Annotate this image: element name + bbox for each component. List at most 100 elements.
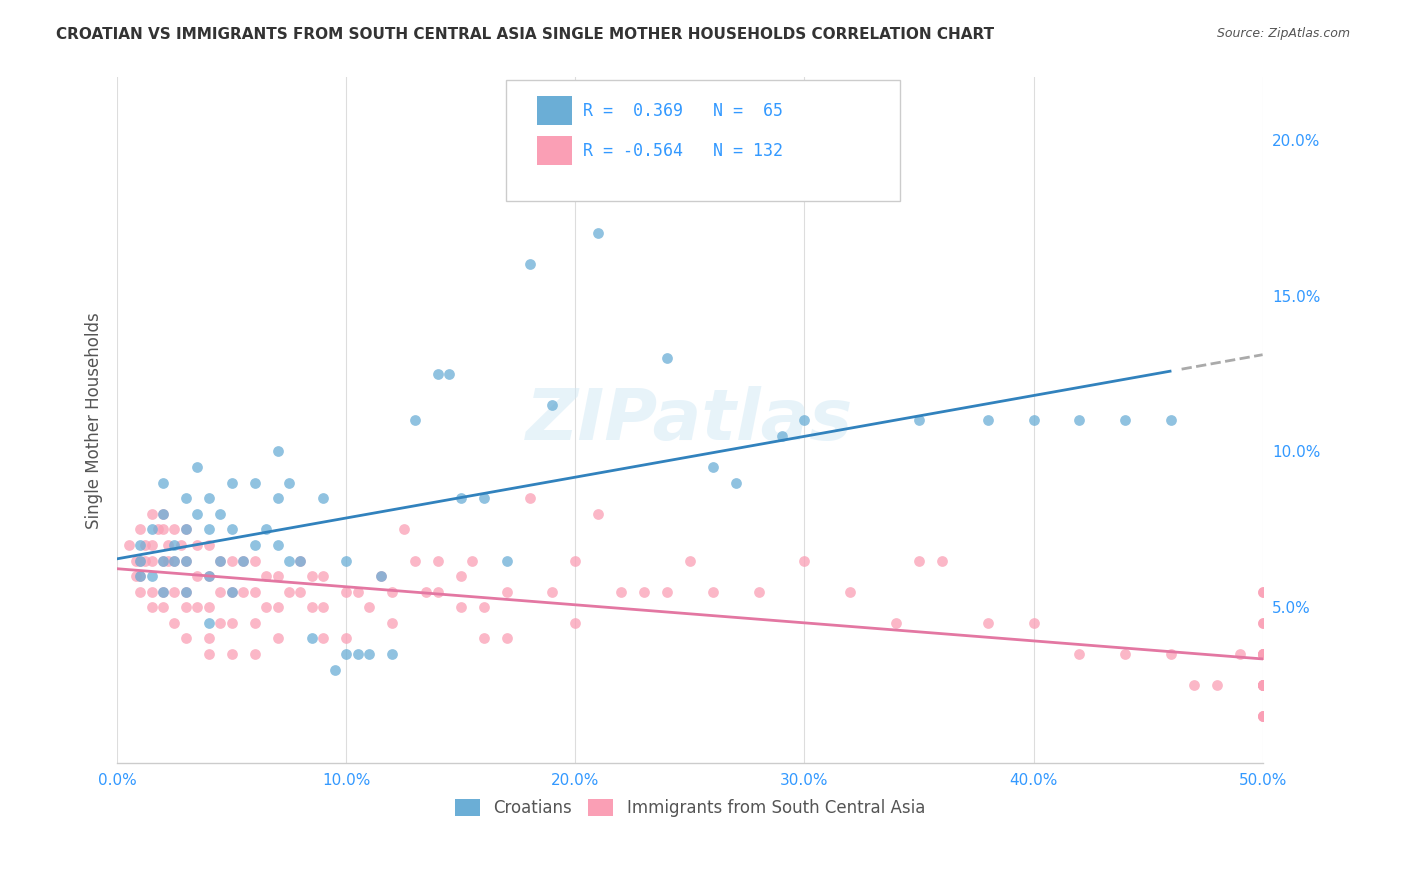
Point xyxy=(174,491,197,506)
Point xyxy=(232,553,254,567)
Point xyxy=(301,600,323,615)
Point xyxy=(793,413,815,427)
Point xyxy=(1251,709,1274,723)
Point xyxy=(174,522,197,536)
Point xyxy=(450,491,472,506)
Point xyxy=(129,569,152,583)
Point xyxy=(541,398,564,412)
Point xyxy=(174,522,197,536)
Point xyxy=(588,507,610,521)
Point xyxy=(1251,678,1274,692)
Point xyxy=(1251,647,1274,661)
Point xyxy=(198,569,221,583)
Point xyxy=(976,413,998,427)
Point xyxy=(370,569,392,583)
Point xyxy=(266,600,288,615)
Point xyxy=(174,553,197,567)
Point xyxy=(209,553,232,567)
Point xyxy=(198,491,221,506)
Point xyxy=(152,584,174,599)
Point xyxy=(198,522,221,536)
Point xyxy=(141,507,163,521)
Point xyxy=(770,429,793,443)
Point xyxy=(1114,413,1136,427)
Point xyxy=(232,553,254,567)
Point xyxy=(381,647,404,661)
Point xyxy=(278,553,301,567)
Point xyxy=(450,600,472,615)
Point xyxy=(232,584,254,599)
Point xyxy=(186,600,208,615)
Point xyxy=(1022,413,1045,427)
Point xyxy=(335,553,357,567)
Point xyxy=(254,569,277,583)
Point xyxy=(243,538,266,552)
Text: CROATIAN VS IMMIGRANTS FROM SOUTH CENTRAL ASIA SINGLE MOTHER HOUSEHOLDS CORRELAT: CROATIAN VS IMMIGRANTS FROM SOUTH CENTRA… xyxy=(56,27,994,42)
Point xyxy=(655,584,678,599)
Point xyxy=(1251,678,1274,692)
Point xyxy=(793,553,815,567)
Point xyxy=(633,584,655,599)
Point xyxy=(404,413,426,427)
Point xyxy=(186,569,208,583)
Point xyxy=(1251,709,1274,723)
Point xyxy=(152,553,174,567)
Point xyxy=(129,584,152,599)
Point xyxy=(839,584,862,599)
Point xyxy=(129,569,152,583)
Point xyxy=(1251,647,1274,661)
Point xyxy=(186,507,208,521)
Point xyxy=(564,615,586,630)
Point xyxy=(1251,647,1274,661)
Point xyxy=(346,647,368,661)
Point xyxy=(564,553,586,567)
Point xyxy=(278,475,301,490)
Point xyxy=(209,507,232,521)
Point xyxy=(335,584,357,599)
Point xyxy=(1114,647,1136,661)
Point xyxy=(1251,678,1274,692)
Point xyxy=(124,569,146,583)
Point xyxy=(404,553,426,567)
Point xyxy=(301,569,323,583)
Point xyxy=(148,522,170,536)
Point xyxy=(359,600,381,615)
Point xyxy=(156,538,179,552)
Point xyxy=(163,553,186,567)
Point xyxy=(610,584,633,599)
Point xyxy=(976,615,998,630)
Point xyxy=(1069,413,1091,427)
Point xyxy=(495,584,517,599)
Point xyxy=(1251,709,1274,723)
Point xyxy=(312,600,335,615)
Point xyxy=(152,522,174,536)
Point xyxy=(243,615,266,630)
Point xyxy=(152,553,174,567)
Point xyxy=(908,413,931,427)
Point xyxy=(221,584,243,599)
Point xyxy=(519,491,541,506)
Point xyxy=(243,475,266,490)
Point xyxy=(679,553,702,567)
Point xyxy=(174,553,197,567)
Point xyxy=(163,584,186,599)
Point xyxy=(141,584,163,599)
Point xyxy=(461,553,484,567)
Point xyxy=(152,600,174,615)
Point xyxy=(381,584,404,599)
Point xyxy=(1251,584,1274,599)
Point xyxy=(724,475,747,490)
Point xyxy=(174,632,197,646)
Point xyxy=(541,584,564,599)
Point xyxy=(156,553,179,567)
Point xyxy=(266,444,288,458)
Point xyxy=(359,647,381,661)
Point xyxy=(198,632,221,646)
Legend: Croatians, Immigrants from South Central Asia: Croatians, Immigrants from South Central… xyxy=(449,792,932,823)
Point xyxy=(335,647,357,661)
Point xyxy=(170,538,193,552)
Point xyxy=(439,367,461,381)
Point xyxy=(221,522,243,536)
Text: Source: ZipAtlas.com: Source: ZipAtlas.com xyxy=(1216,27,1350,40)
Point xyxy=(141,522,163,536)
